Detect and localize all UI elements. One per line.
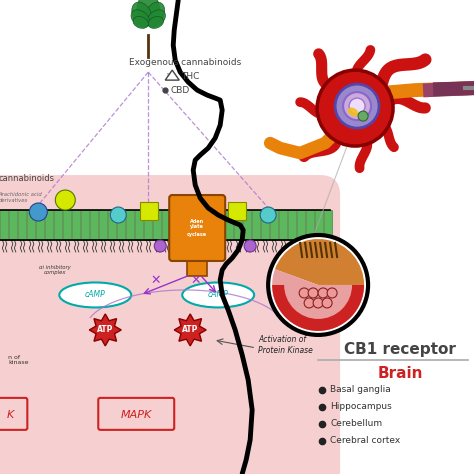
Text: Basal ganglia: Basal ganglia [330, 385, 391, 394]
Text: Exogenous cannabinoids: Exogenous cannabinoids [129, 58, 241, 67]
Text: cannabinoids: cannabinoids [0, 173, 55, 182]
Text: ✕: ✕ [150, 273, 161, 286]
Text: cAMP: cAMP [85, 291, 106, 300]
Ellipse shape [133, 17, 148, 28]
Bar [9, 210, 18, 240]
Bar [144, 210, 152, 240]
Bar [315, 210, 323, 240]
Text: K: K [7, 410, 14, 420]
Text: Hippocampus: Hippocampus [330, 402, 392, 411]
Bar [225, 210, 233, 240]
Text: αi inhibitory
complex: αi inhibitory complex [274, 263, 306, 273]
FancyBboxPatch shape [0, 175, 340, 474]
Text: Arachidonic acid
derivatives: Arachidonic acid derivatives [0, 192, 42, 203]
Circle shape [358, 111, 368, 121]
Bar [82, 210, 89, 240]
Text: CB1 receptor: CB1 receptor [344, 342, 456, 357]
Bar [108, 210, 116, 240]
Circle shape [244, 240, 256, 252]
Ellipse shape [145, 2, 164, 26]
Bar [279, 210, 287, 240]
Text: THC: THC [181, 72, 200, 81]
Bar [46, 210, 53, 240]
Circle shape [349, 98, 365, 114]
Circle shape [110, 207, 126, 223]
Circle shape [29, 203, 47, 221]
Text: Activation of
Protein Kinase: Activation of Protein Kinase [258, 335, 313, 355]
Bar [73, 210, 80, 240]
Bar [187, 258, 207, 276]
Circle shape [260, 207, 276, 223]
Circle shape [304, 298, 314, 308]
Ellipse shape [137, 0, 159, 25]
Circle shape [299, 288, 309, 298]
Text: CBD: CBD [170, 86, 190, 95]
Ellipse shape [347, 108, 359, 117]
Ellipse shape [59, 283, 131, 308]
Circle shape [318, 288, 328, 298]
Bar [288, 210, 296, 240]
Bar [64, 210, 71, 240]
Wedge shape [275, 239, 364, 285]
Text: MAPK: MAPK [120, 410, 152, 420]
Bar [324, 210, 332, 240]
Ellipse shape [147, 10, 165, 27]
Circle shape [327, 288, 337, 298]
Wedge shape [272, 269, 364, 331]
Bar [90, 210, 98, 240]
Bar [171, 210, 179, 240]
Bar [234, 210, 242, 240]
Text: n of
kinase: n of kinase [9, 355, 29, 365]
Ellipse shape [131, 10, 149, 27]
Circle shape [154, 240, 166, 252]
Text: ATP: ATP [97, 326, 113, 335]
Bar [297, 210, 305, 240]
Circle shape [322, 298, 332, 308]
Text: ATP: ATP [182, 326, 199, 335]
Bar [162, 210, 170, 240]
Polygon shape [174, 314, 206, 346]
Circle shape [268, 235, 368, 335]
Ellipse shape [148, 17, 164, 28]
Ellipse shape [132, 2, 152, 26]
Text: cyclase: cyclase [187, 231, 207, 237]
Bar [140, 202, 158, 220]
Text: αi inhibitory
complex: αi inhibitory complex [39, 264, 71, 275]
Text: Aden
ylate: Aden ylate [190, 219, 204, 229]
Bar [27, 210, 36, 240]
Circle shape [335, 84, 379, 128]
Polygon shape [89, 314, 121, 346]
Text: Brain: Brain [377, 366, 423, 382]
Bar [306, 210, 314, 240]
Ellipse shape [182, 283, 254, 308]
Bar [0, 210, 9, 240]
Text: cAMP: cAMP [208, 291, 228, 300]
Bar [18, 210, 27, 240]
Circle shape [343, 92, 371, 120]
Text: ✕: ✕ [190, 273, 201, 286]
Wedge shape [272, 285, 364, 331]
Circle shape [313, 298, 323, 308]
Bar [135, 210, 143, 240]
Bar [55, 210, 62, 240]
Bar [270, 210, 278, 240]
Bar [126, 210, 134, 240]
Circle shape [308, 288, 318, 298]
Bar [252, 210, 260, 240]
Text: Cerebellum: Cerebellum [330, 419, 382, 428]
Bar [36, 210, 45, 240]
Text: 9: 9 [167, 73, 170, 77]
Circle shape [55, 190, 75, 210]
FancyBboxPatch shape [169, 195, 225, 261]
Text: Cerebral cortex: Cerebral cortex [330, 437, 401, 446]
Bar [117, 210, 125, 240]
Circle shape [317, 70, 393, 146]
Bar [228, 202, 246, 220]
Bar [243, 210, 251, 240]
Bar [153, 210, 161, 240]
Bar [261, 210, 269, 240]
Bar [99, 210, 107, 240]
